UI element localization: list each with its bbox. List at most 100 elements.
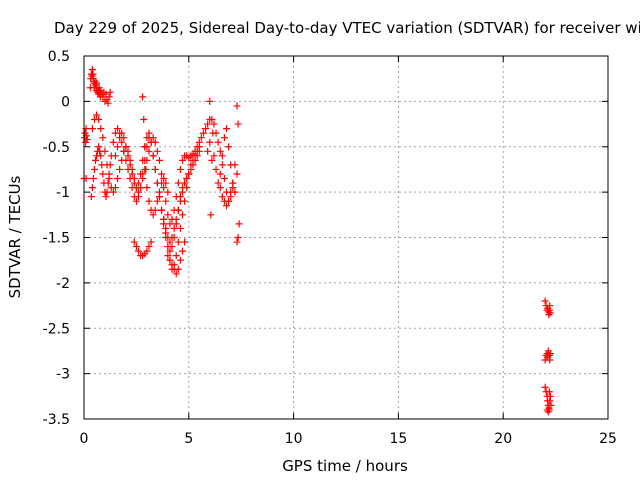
data-point (216, 170, 224, 178)
data-point (214, 179, 222, 187)
data-point (234, 120, 242, 128)
data-point (105, 93, 113, 101)
data-point (141, 143, 149, 151)
data-point (545, 388, 553, 396)
data-point (111, 152, 119, 160)
data-point (212, 129, 220, 137)
data-point (88, 66, 96, 74)
plot-frame (83, 55, 609, 420)
x-tick-label: 10 (285, 431, 303, 447)
data-point (170, 234, 178, 241)
data-point (114, 175, 122, 183)
data-point (546, 302, 554, 310)
data-point (206, 138, 214, 146)
data-point (170, 224, 178, 232)
data-point (102, 193, 110, 201)
y-tick-label: -1 (56, 185, 70, 201)
data-point (176, 165, 184, 173)
grid-lines (84, 56, 608, 419)
data-point (124, 152, 132, 160)
data-point (92, 156, 100, 164)
data-point (149, 152, 157, 160)
y-tick-label: -3 (56, 367, 70, 383)
data-point (166, 220, 174, 228)
data-point (118, 129, 126, 137)
data-point (162, 179, 170, 187)
y-tick-label: -3.5 (43, 412, 70, 428)
data-point (183, 175, 191, 183)
data-point (174, 238, 182, 246)
data-point (97, 152, 105, 160)
data-point (149, 134, 157, 142)
x-tick-label: 20 (494, 431, 512, 447)
data-point (174, 206, 182, 214)
data-point (235, 220, 243, 228)
data-point (83, 135, 91, 143)
data-point (168, 261, 176, 269)
data-point (164, 252, 172, 260)
data-point (140, 116, 148, 124)
data-point (155, 188, 163, 196)
data-point (174, 265, 182, 273)
data-point (162, 229, 170, 237)
data-point (87, 193, 95, 201)
data-point (223, 202, 231, 210)
data-point (160, 175, 168, 183)
data-point (544, 408, 552, 416)
data-point (116, 165, 124, 173)
y-tick-label: -1.5 (43, 231, 70, 247)
data-point (541, 297, 549, 305)
y-tick-label: -2.5 (43, 321, 70, 337)
data-point (216, 147, 224, 155)
data-point (179, 156, 187, 164)
data-point (227, 188, 235, 196)
data-point (118, 138, 126, 146)
data-point (216, 184, 224, 192)
data-point (183, 184, 191, 192)
data-point (546, 356, 554, 364)
data-point (93, 111, 101, 119)
data-point (210, 120, 218, 128)
data-point (149, 211, 157, 219)
data-point (233, 238, 241, 246)
x-axis-title: GPS time / hours (282, 457, 408, 475)
data-point (231, 161, 239, 169)
data-point (174, 179, 182, 187)
data-point (187, 161, 195, 169)
data-point (88, 184, 96, 192)
data-point (160, 215, 168, 223)
data-point (223, 125, 231, 133)
data-point (206, 97, 214, 105)
tick-labels: 0 5 10 15 20 25 0.5 0 -0.5 -1 -1.5 -2 -2.5 -3 -3.5 (43, 49, 617, 447)
data-point (132, 243, 140, 251)
data-point (89, 175, 97, 183)
data-point (181, 238, 189, 246)
data-point (191, 152, 199, 160)
data-point (547, 401, 555, 409)
data-point (210, 152, 218, 160)
data-point (101, 147, 109, 155)
data-point (189, 156, 197, 164)
y-tick-label: -0.5 (43, 140, 70, 156)
data-point (546, 392, 554, 400)
data-point (208, 116, 216, 124)
data-point (158, 170, 166, 178)
data-point (88, 125, 96, 133)
data-point (134, 188, 142, 196)
data-point (139, 156, 147, 164)
data-point (137, 170, 145, 178)
data-point (104, 179, 112, 187)
data-point (120, 134, 128, 142)
data-point (214, 138, 222, 146)
data-point (151, 165, 159, 173)
data-point (126, 161, 134, 169)
data-point (204, 147, 212, 155)
data-point (181, 179, 189, 187)
x-tick-label: 25 (599, 431, 617, 447)
data-point (155, 156, 163, 164)
data-point (103, 161, 111, 169)
data-point (109, 188, 117, 196)
data-point (166, 238, 174, 246)
data-point (142, 165, 150, 173)
